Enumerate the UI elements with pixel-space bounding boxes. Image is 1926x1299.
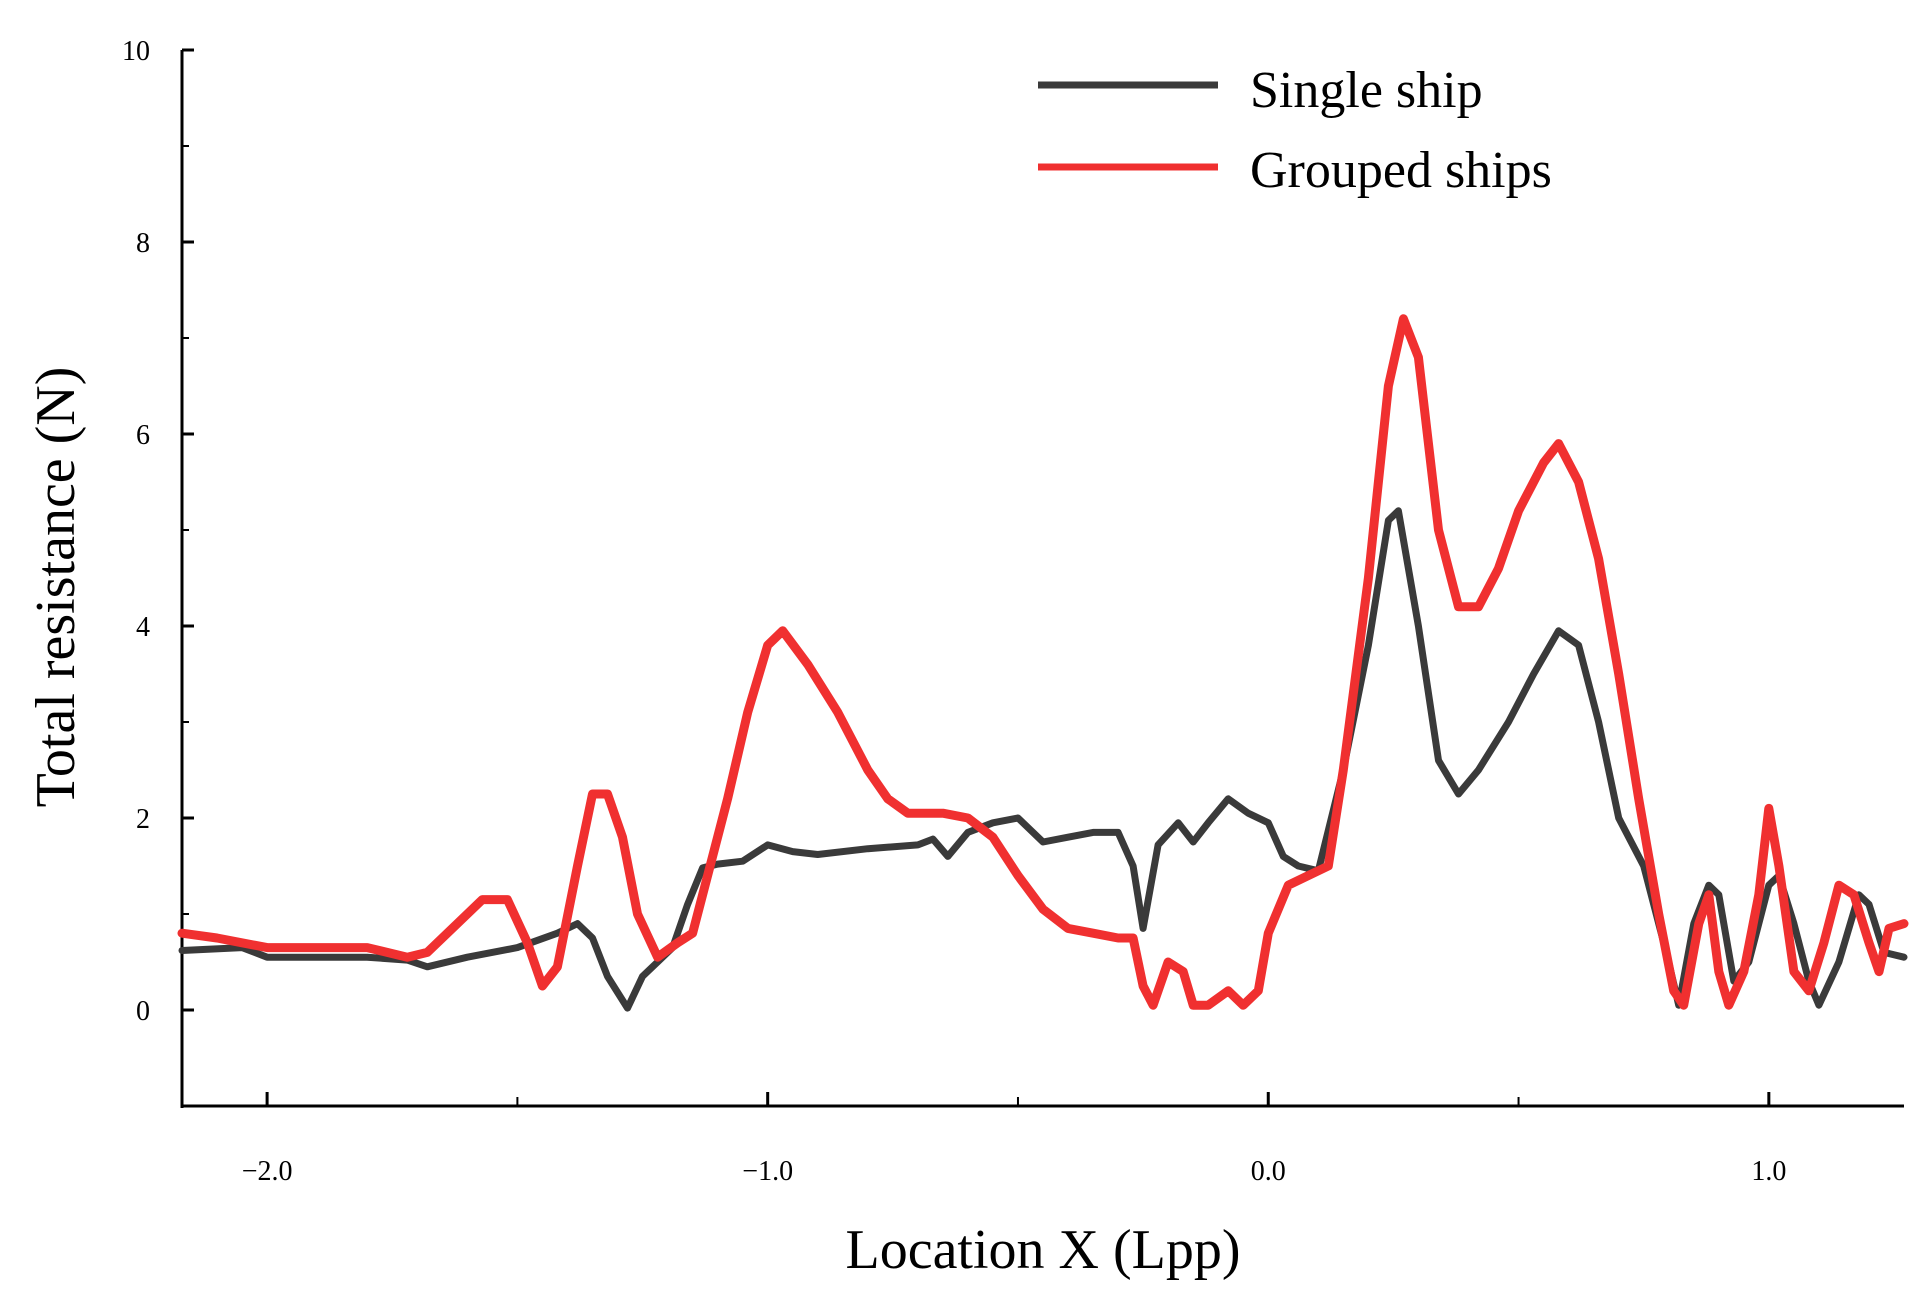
axes: [180, 50, 1904, 1108]
x-tick-label: −1.0: [742, 1156, 793, 1187]
y-axis-ticks: 0 2 4 6 8 10: [122, 36, 194, 1027]
series-layer: [177, 314, 1909, 1012]
y-tick-label: 2: [136, 804, 150, 835]
legend-label-grouped-ships: Grouped ships: [1250, 142, 1552, 199]
y-axis-title: Total resistance (N): [25, 367, 87, 808]
y-tick-label: 4: [136, 612, 150, 643]
x-tick-label: 1.0: [1751, 1156, 1786, 1187]
series-line-single-ship: [178, 507, 1908, 1012]
x-axis-ticks: −2.0 −1.0 0.0 1.0: [242, 1092, 1786, 1187]
x-tick-label: −2.0: [242, 1156, 293, 1187]
series-line-grouped-ships: [177, 314, 1909, 1010]
y-tick-label: 6: [136, 420, 150, 451]
legend: Single ship Grouped ships: [1038, 62, 1552, 199]
y-tick-label: 10: [122, 36, 150, 67]
y-tick-label: 8: [136, 228, 150, 259]
x-axis-title: Location X (Lpp): [846, 1219, 1241, 1281]
y-tick-label: 0: [136, 996, 150, 1027]
legend-label-single-ship: Single ship: [1250, 62, 1483, 119]
x-tick-label: 0.0: [1251, 1156, 1286, 1187]
